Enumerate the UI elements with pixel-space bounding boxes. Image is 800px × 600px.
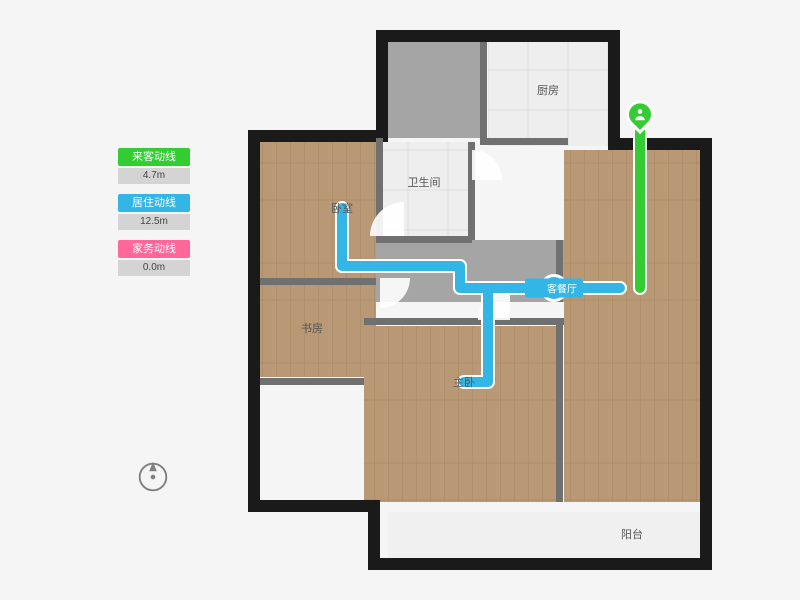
floor-plan: 厨房 卫生间 卧室 书房 主卧 阳台 客餐厅	[248, 30, 712, 570]
legend-guest-value: 4.7m	[118, 168, 190, 184]
room-study	[260, 285, 376, 377]
legend-item-guest: 来客动线 4.7m	[118, 148, 190, 184]
legend: 来客动线 4.7m 居住动线 12.5m 家务动线 0.0m	[118, 148, 190, 286]
canvas: 来客动线 4.7m 居住动线 12.5m 家务动线 0.0m	[0, 0, 800, 600]
room-balcony	[388, 512, 700, 558]
legend-item-resident: 居住动线 12.5m	[118, 194, 190, 230]
compass-icon	[134, 458, 172, 496]
living-pill: 客餐厅	[525, 279, 583, 298]
room-grey_top	[382, 42, 482, 138]
legend-resident-label: 居住动线	[118, 194, 190, 212]
room-kitchen	[488, 42, 608, 146]
legend-resident-value: 12.5m	[118, 214, 190, 230]
legend-chore-value: 0.0m	[118, 260, 190, 276]
room-master	[364, 326, 556, 502]
legend-guest-label: 来客动线	[118, 148, 190, 166]
legend-chore-label: 家务动线	[118, 240, 190, 258]
legend-item-chore: 家务动线 0.0m	[118, 240, 190, 276]
room-bedroom1	[260, 142, 376, 278]
room-living	[564, 150, 700, 502]
